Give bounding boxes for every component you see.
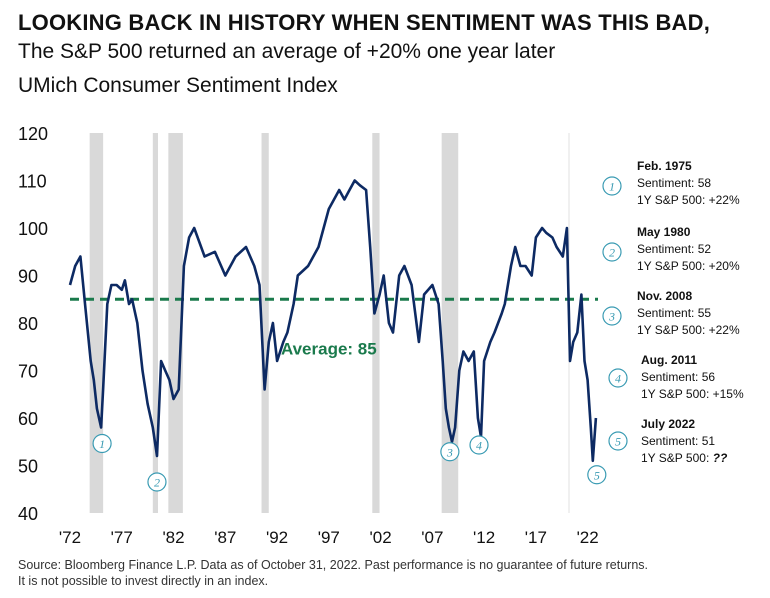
annotation-marker-label-4: 4 (615, 372, 621, 386)
sentiment-series-line (68, 179, 598, 463)
chart-series-name: UMich Consumer Sentiment Index (18, 74, 338, 97)
event-marker-label-4: 4 (476, 439, 482, 453)
recession-band-1 (89, 133, 104, 513)
x-tick-label: '72 (59, 528, 81, 547)
event-marker-1 (92, 433, 112, 454)
annotation-5-return-label: 1Y S&P 500: (641, 451, 713, 465)
x-tick-label: '17 (525, 528, 547, 547)
annotation-3: Nov. 2008 Sentiment: 55 1Y S&P 500: +22% (637, 288, 740, 339)
y-tick-label: 40 (18, 504, 38, 524)
annotation-4-date: Aug. 2011 (641, 353, 698, 367)
annotation-marker-1 (602, 176, 622, 196)
event-marker-label-2: 2 (154, 476, 160, 490)
x-tick-label: '02 (370, 528, 392, 547)
annotation-5-return-unknown: ?? (712, 451, 728, 465)
x-tick-label: '92 (266, 528, 288, 547)
recession-band-6 (441, 133, 459, 513)
x-tick-label: '87 (214, 528, 236, 547)
source-line-2: It is not possible to invest directly in… (18, 574, 269, 588)
x-tick-label: '77 (111, 528, 133, 547)
chart-title: LOOKING BACK IN HISTORY WHEN SENTIMENT W… (18, 10, 711, 35)
annotation-3-return: 1Y S&P 500: +22% (637, 323, 740, 337)
annotation-marker-label-3: 3 (608, 310, 615, 324)
annotation-marker-3 (602, 306, 622, 326)
event-marker-label-3: 3 (446, 445, 453, 459)
x-tick-label: '22 (577, 528, 599, 547)
annotation-marker-5 (608, 431, 628, 451)
annotation-3-date: Nov. 2008 (637, 289, 693, 303)
x-tick-label: '07 (421, 528, 443, 547)
y-tick-label: 110 (18, 172, 47, 192)
annotation-2-date: May 1980 (637, 225, 691, 239)
y-tick-label: 50 (18, 457, 38, 477)
annotation-2-sentiment: Sentiment: 52 (637, 242, 712, 256)
y-tick-label: 60 (18, 409, 38, 429)
annotation-4-return: 1Y S&P 500: +15% (641, 387, 744, 401)
recession-band-3 (168, 133, 183, 513)
annotation-1: Feb. 1975 Sentiment: 58 1Y S&P 500: +22% (637, 158, 740, 209)
event-marker-4 (469, 435, 489, 455)
annotation-1-date: Feb. 1975 (637, 159, 692, 173)
annotation-5-return: 1Y S&P 500: ?? (641, 450, 727, 467)
y-tick-label: 100 (18, 219, 48, 239)
event-marker-2 (147, 472, 167, 492)
event-marker-label-1: 1 (99, 437, 105, 451)
recession-band-5 (372, 133, 380, 513)
annotation-3-sentiment: Sentiment: 55 (637, 306, 712, 320)
annotation-2-return: 1Y S&P 500: +20% (637, 259, 740, 273)
annotation-marker-2 (602, 242, 622, 262)
annotation-5-sentiment: Sentiment: 51 (641, 434, 716, 448)
annotation-marker-label-5: 5 (615, 435, 621, 449)
event-marker-3 (440, 442, 460, 462)
annotation-5: July 2022 Sentiment: 51 1Y S&P 500: ?? (641, 416, 727, 467)
event-marker-label-5: 5 (594, 468, 600, 482)
y-tick-label: 80 (18, 314, 38, 334)
chart-subtitle: The S&P 500 returned an average of +20% … (18, 40, 556, 63)
x-tick-label: '12 (473, 528, 495, 547)
source-line-1: Source: Bloomberg Finance L.P. Data as o… (18, 558, 648, 572)
x-tick-label: '82 (162, 528, 184, 547)
recession-band-4 (261, 133, 269, 513)
average-label: Average: 85 (281, 339, 377, 358)
annotation-2: May 1980 Sentiment: 52 1Y S&P 500: +20% (637, 224, 740, 275)
annotation-marker-label-1: 1 (609, 180, 615, 194)
annotation-1-return: 1Y S&P 500: +22% (637, 193, 740, 207)
annotation-marker-4 (608, 368, 628, 388)
y-tick-label: 120 (18, 124, 48, 144)
x-tick-label: '97 (318, 528, 340, 547)
annotation-4: Aug. 2011 Sentiment: 56 1Y S&P 500: +15% (641, 352, 744, 403)
annotation-4-sentiment: Sentiment: 56 (641, 370, 716, 384)
annotation-5-date: July 2022 (641, 417, 696, 431)
source-note: Source: Bloomberg Finance L.P. Data as o… (18, 557, 648, 589)
annotation-1-sentiment: Sentiment: 58 (637, 176, 712, 190)
y-tick-label: 70 (18, 362, 38, 382)
recession-band-2 (152, 133, 158, 513)
annotation-marker-label-2: 2 (609, 246, 615, 260)
y-tick-label: 90 (18, 267, 38, 287)
event-marker-5 (587, 465, 607, 485)
